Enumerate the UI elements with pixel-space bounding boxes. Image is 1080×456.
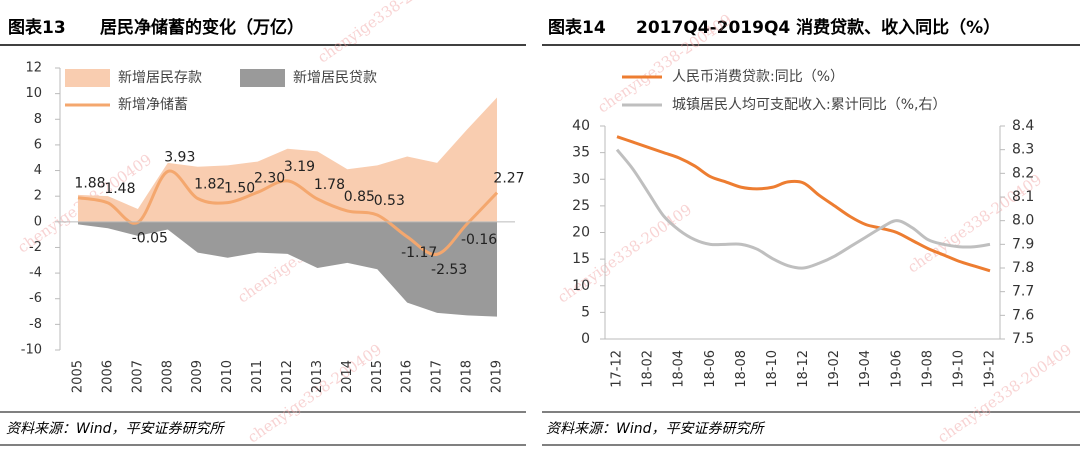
x-tick-label: 2012: [280, 360, 295, 393]
chart-title: 2017Q4-2019Q4 消费贷款、收入同比（%）: [636, 17, 1000, 38]
y-tick-label: 5: [581, 304, 590, 320]
legend-label: 人民币消费贷款:同比（%）: [672, 69, 844, 85]
y-tick-label: 35: [572, 145, 590, 161]
y2-tick-label: 8.3: [1012, 142, 1034, 158]
y-tick-label: 12: [25, 61, 42, 76]
legend-label: 城镇居民人均可支配收入:累计同比（%,右）: [672, 97, 946, 113]
x-tick-label: 2006: [100, 360, 115, 393]
data-label: 2.30: [254, 170, 285, 186]
x-tick-label: 2009: [190, 360, 205, 393]
x-tick-label: 2017: [430, 360, 445, 393]
chart-title: 居民净储蓄的变化（万亿）: [100, 17, 304, 38]
plot: [78, 97, 497, 317]
y-tick-label: 0: [581, 331, 590, 347]
x-tick-label: 2018: [460, 360, 475, 393]
y-tick-label: 6: [34, 137, 42, 152]
data-label: 1.48: [104, 181, 135, 197]
x-tick-label: 2014: [340, 360, 355, 393]
x-tick-label: 2011: [250, 360, 265, 393]
x-tick-label: 19-02: [827, 350, 842, 388]
y2-tick-label: 7.9: [1012, 236, 1034, 252]
x-tick-label: 18-06: [703, 350, 718, 388]
line: [77, 169, 499, 256]
x-tick-label: 2008: [160, 360, 175, 393]
y2-tick-label: 7.7: [1012, 284, 1034, 300]
x-tick-label: 18-08: [734, 350, 749, 388]
x-tick-label: 19-12: [983, 350, 998, 388]
data-label: -0.05: [132, 230, 168, 246]
x-tick-label: 19-04: [858, 350, 873, 388]
y-tick-label: 20: [572, 225, 590, 241]
y-tick-label: -4: [29, 266, 42, 281]
x-tick-label: 2005: [71, 360, 86, 393]
y2-tick-label: 8.2: [1012, 165, 1034, 181]
y2-tick-label: 7.5: [1012, 331, 1034, 347]
x-tick-label: 2010: [220, 360, 235, 393]
y-tick-label: 15: [572, 251, 590, 267]
data-label: 0.53: [374, 193, 405, 209]
y2-tick-label: 8.4: [1012, 118, 1034, 134]
source: 资料来源：Wind，平安证券研究所: [546, 421, 765, 437]
x-tick-label: 18-04: [672, 350, 687, 388]
x-tick-label: 2007: [130, 360, 145, 393]
data-label: 1.82: [194, 176, 225, 192]
data-label: 1.50: [224, 181, 255, 197]
legend-swatch: [65, 69, 110, 87]
figure-number: 图表14: [548, 17, 606, 38]
data-label: 0.85: [344, 189, 375, 205]
legend-label: 新增居民存款: [118, 70, 202, 86]
y-tick-label: 8: [34, 112, 42, 127]
y-tick-label: 0: [34, 214, 42, 229]
line: [615, 148, 991, 270]
y2-tick-label: 7.8: [1012, 260, 1034, 276]
data-label: 3.19: [284, 159, 315, 175]
area: [78, 97, 497, 222]
x-tick-label: 18-10: [765, 350, 780, 388]
y2-tick-label: 8.0: [1012, 213, 1034, 229]
legend-label: 新增净储蓄: [118, 97, 188, 113]
data-label: 1.78: [314, 177, 345, 193]
y2-tick-label: 7.6: [1012, 307, 1034, 323]
x-tick-label: 19-06: [889, 350, 904, 388]
x-tick-label: 2013: [310, 360, 325, 393]
y-tick-label: -10: [21, 343, 42, 358]
y-tick-label: 25: [572, 198, 590, 214]
y2-tick-label: 8.1: [1012, 189, 1034, 205]
x-tick-label: 19-08: [920, 350, 935, 388]
y-tick-label: 2: [34, 189, 42, 204]
y-tick-label: -8: [29, 317, 42, 332]
data-label: 1.88: [74, 176, 105, 192]
y-tick-label: -2: [29, 240, 42, 255]
x-tick-label: 18-02: [641, 350, 656, 388]
figure-number: 图表13: [8, 17, 66, 38]
y-tick-label: 40: [572, 118, 590, 134]
x-tick-label: 17-12: [610, 350, 625, 388]
data-label: 3.93: [164, 149, 195, 165]
y-tick-label: 30: [572, 171, 590, 187]
x-tick-label: 2015: [370, 360, 385, 393]
x-tick-label: 19-10: [951, 350, 966, 388]
data-label: -2.53: [431, 262, 467, 278]
legend-label: 新增居民贷款: [293, 70, 377, 86]
data-label: -0.16: [461, 232, 497, 248]
y-tick-label: 4: [34, 163, 42, 178]
data-label: 2.27: [493, 171, 524, 187]
legend-swatch: [240, 69, 285, 87]
source: 资料来源：Wind，平安证券研究所: [6, 421, 225, 437]
area: [78, 221, 497, 317]
data-label: -1.17: [401, 245, 437, 261]
x-tick-label: 18-12: [796, 350, 811, 388]
x-tick-label: 2016: [400, 360, 415, 393]
line: [616, 135, 991, 273]
y-tick-label: -6: [29, 291, 42, 306]
y-tick-label: 10: [572, 278, 590, 294]
y-tick-label: 10: [25, 86, 42, 101]
x-tick-label: 2019: [490, 360, 505, 393]
